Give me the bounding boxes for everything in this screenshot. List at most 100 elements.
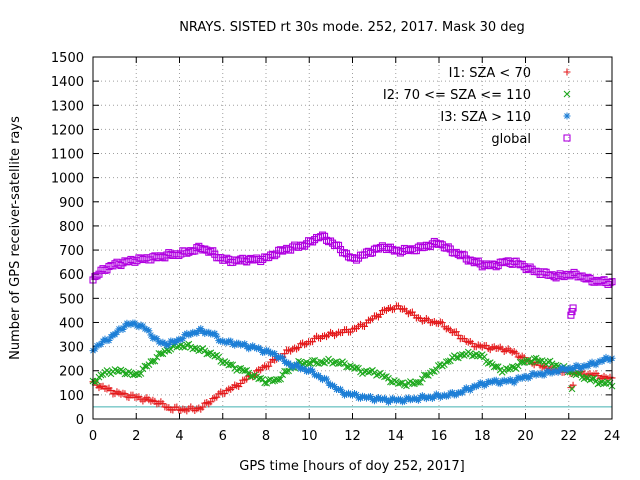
series-point [113, 367, 121, 375]
legend-item-global: global [491, 132, 571, 147]
series-point [508, 363, 516, 371]
y-tick-label: 1300 [51, 99, 84, 114]
series-point [340, 249, 349, 257]
series-point [496, 380, 504, 388]
series-point [265, 362, 273, 370]
series-point [199, 403, 207, 411]
series-point [381, 373, 388, 381]
x-tick-label: 12 [344, 429, 361, 444]
series-point [175, 251, 183, 260]
y-tick-label: 300 [59, 341, 84, 356]
y-tick-label: 200 [59, 365, 84, 380]
outlier-point [568, 308, 576, 316]
series-point [552, 368, 560, 376]
legend-label: global [491, 132, 531, 147]
series-point [564, 365, 572, 373]
series-point [352, 256, 361, 264]
series-point [145, 327, 153, 335]
x-tick-label: 4 [175, 429, 183, 444]
y-tick-label: 1400 [51, 75, 84, 90]
series-point [401, 381, 408, 389]
series-point [343, 363, 350, 371]
series-point [397, 379, 404, 387]
series-point [442, 358, 450, 366]
series-point [321, 232, 329, 240]
series-point [191, 344, 199, 352]
series-point [101, 266, 109, 274]
x-tick-label: 22 [560, 429, 577, 444]
series-point [440, 391, 448, 399]
series-point [438, 392, 446, 400]
series-point [518, 358, 526, 366]
series-point [602, 353, 610, 361]
series-point [319, 376, 327, 384]
series-point [376, 310, 384, 318]
series-point [339, 388, 347, 396]
series-point [239, 340, 247, 348]
series-point [299, 364, 307, 372]
series-point [510, 379, 518, 387]
series-point [155, 338, 163, 346]
series-point [141, 325, 149, 333]
y-axis-label: Number of GPS receiver-satellite rays [8, 116, 23, 360]
series-point [472, 258, 480, 266]
series-point [93, 377, 101, 385]
series-point [201, 347, 209, 355]
x-tick-label: 2 [132, 429, 140, 444]
legend-marker [563, 112, 571, 120]
series-point [372, 395, 380, 403]
series-point [480, 353, 488, 361]
series-point [442, 244, 450, 252]
series-point [263, 346, 271, 354]
series-point [183, 341, 191, 349]
series-point [458, 389, 466, 397]
series-point [209, 330, 217, 338]
series-point [159, 338, 167, 346]
series-point [330, 242, 339, 250]
series-point [498, 377, 506, 385]
series-point [123, 319, 131, 327]
series-point [211, 329, 219, 337]
series-point [151, 334, 159, 342]
series-point [131, 319, 139, 327]
series-point [474, 352, 482, 359]
series-point [331, 358, 338, 366]
series-point [139, 365, 147, 373]
y-tick-label: 500 [59, 292, 84, 307]
series-point [151, 357, 159, 365]
series-point [153, 335, 161, 343]
series-point [334, 241, 343, 249]
series-point [504, 365, 512, 373]
plot-frame [92, 56, 613, 420]
series-point [119, 325, 127, 333]
series-point [412, 396, 420, 404]
series-point [534, 370, 542, 378]
series-point [317, 233, 325, 241]
y-tick-label: 1200 [51, 123, 84, 138]
series-global [89, 231, 616, 288]
y-tick-label: 700 [59, 244, 84, 259]
series-point [97, 340, 105, 348]
series-point [350, 390, 358, 398]
legend-marker [563, 134, 571, 142]
series-point [253, 345, 261, 353]
series-point [223, 254, 231, 262]
series-point [568, 365, 576, 373]
series-point [420, 394, 428, 402]
series-point [328, 239, 337, 247]
series-point [532, 371, 540, 379]
series-point [205, 350, 213, 357]
series-point [197, 325, 205, 333]
series-point [129, 371, 137, 379]
series-point [309, 367, 317, 375]
series-point [546, 357, 554, 365]
series-point [273, 250, 281, 258]
series-point [446, 357, 454, 365]
series-point [502, 378, 510, 386]
y-tick-label: 1000 [51, 172, 84, 187]
series-point [195, 347, 203, 355]
series-point [147, 331, 155, 339]
series-point [470, 382, 478, 390]
series-point [362, 394, 370, 402]
series-point [309, 357, 316, 365]
